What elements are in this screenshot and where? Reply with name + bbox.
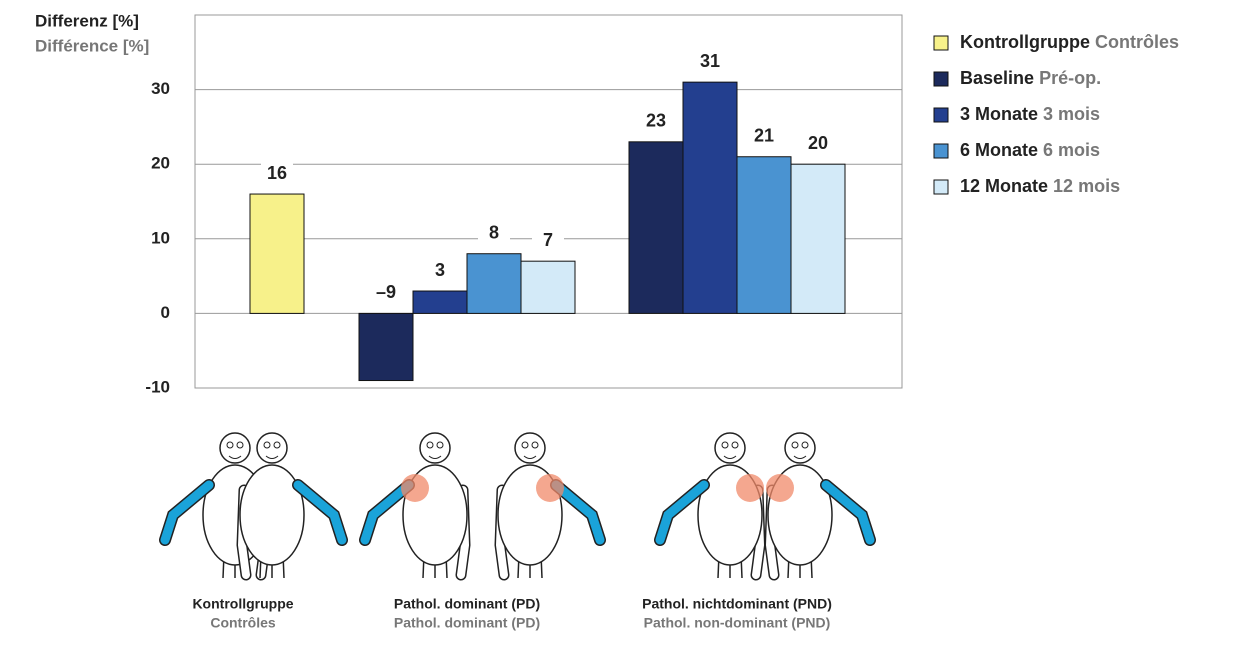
label-bg xyxy=(532,229,564,252)
x-tick-label-secondary: Pathol. dominant (PD) xyxy=(394,615,540,631)
y-axis-title-secondary: Différence [%] xyxy=(35,36,149,55)
bar xyxy=(628,141,684,314)
value-label: 21 xyxy=(754,125,774,145)
legend-swatch xyxy=(933,179,949,195)
y-tick-label: 30 xyxy=(151,79,170,98)
legend-entry: 6 Monate 6 mois xyxy=(960,140,1100,160)
y-tick-label: -10 xyxy=(145,377,170,396)
value-label: 20 xyxy=(808,133,828,153)
y-tick-label: 20 xyxy=(151,154,170,173)
x-tick-label-secondary: Contrôles xyxy=(210,615,276,631)
value-label: 16 xyxy=(267,163,287,183)
legend-swatch xyxy=(933,107,949,123)
label-bg xyxy=(424,259,456,282)
legend-entry: Baseline Pré-op. xyxy=(960,68,1101,88)
bar xyxy=(412,290,468,314)
legend-name-secondary: Contrôles xyxy=(1095,32,1179,52)
bar xyxy=(736,156,792,314)
value-label: 31 xyxy=(700,51,720,71)
bar xyxy=(682,81,738,314)
label-bg xyxy=(640,109,672,132)
x-tick-label-secondary: Pathol. non-dominant (PND) xyxy=(644,615,831,631)
legend-name: 6 Monate xyxy=(960,140,1038,160)
y-tick-label: 0 xyxy=(161,303,170,322)
bar xyxy=(249,193,305,314)
legend-name: 12 Monate xyxy=(960,176,1048,196)
legend-name-secondary: 3 mois xyxy=(1043,104,1100,124)
value-label: 7 xyxy=(543,230,553,250)
label-bg xyxy=(694,50,726,73)
legend-swatch xyxy=(933,71,949,87)
x-tick-label: Pathol. nichtdominant (PND) xyxy=(642,596,832,612)
legend-name: Kontrollgruppe xyxy=(960,32,1090,52)
label-bg xyxy=(261,162,293,185)
legend-name-secondary: 12 mois xyxy=(1053,176,1120,196)
legend-entry: 12 Monate 12 mois xyxy=(960,176,1120,196)
legend-name: 3 Monate xyxy=(960,104,1038,124)
value-label: 23 xyxy=(646,111,666,131)
label-bg xyxy=(370,281,402,304)
y-tick-label: 10 xyxy=(151,228,170,247)
legend-name-secondary: Pré-op. xyxy=(1039,68,1101,88)
x-tick-label: Kontrollgruppe xyxy=(192,596,293,612)
legend-swatch xyxy=(933,35,949,51)
illustrations xyxy=(165,432,870,578)
value-label: –9 xyxy=(376,282,396,302)
bar xyxy=(358,312,414,382)
bar xyxy=(790,163,846,314)
value-label: 3 xyxy=(435,260,445,280)
legend-entry: 3 Monate 3 mois xyxy=(960,104,1100,124)
y-axis-title: Differenz [%] xyxy=(35,11,139,30)
x-tick-label: Pathol. dominant (PD) xyxy=(394,596,540,612)
legend-swatch xyxy=(933,143,949,159)
label-bg xyxy=(802,132,834,155)
legend-name-secondary: 6 mois xyxy=(1043,140,1100,160)
bar xyxy=(466,253,522,314)
label-bg xyxy=(478,221,510,244)
label-bg xyxy=(748,124,780,147)
legend-entry: Kontrollgruppe Contrôles xyxy=(960,32,1179,52)
bar xyxy=(520,260,576,314)
legend-name: Baseline xyxy=(960,68,1034,88)
value-label: 8 xyxy=(489,222,499,242)
